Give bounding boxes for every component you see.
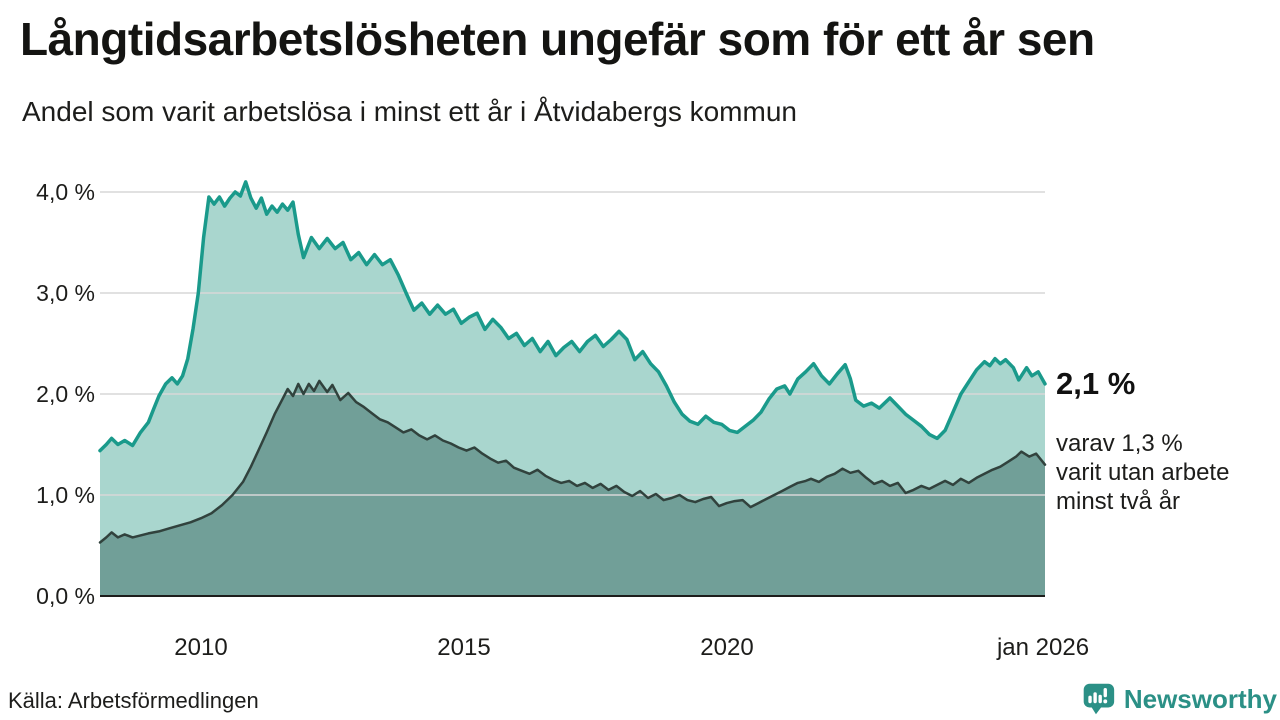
x-axis-tick-label: 2020 — [700, 634, 754, 661]
source-note: Källa: Arbetsförmedlingen — [8, 688, 259, 713]
x-axis-tick-label: 2010 — [174, 634, 228, 661]
x-axis-tick-label: 2015 — [437, 634, 491, 661]
x-axis-tick-label: jan 2026 — [996, 634, 1090, 661]
page-title: Långtidsarbetslösheten ungefär som för e… — [20, 13, 1095, 65]
series-end-label-detail: varav 1,3 % varit utan arbete minst två … — [1056, 429, 1229, 516]
y-axis-tick-label: 3,0 % — [36, 280, 95, 306]
detail-line-2: varit utan arbete — [1056, 459, 1230, 486]
y-axis-tick-label: 1,0 % — [36, 482, 95, 508]
line-unemployed-one-year — [98, 180, 1047, 453]
newsworthy-bubble-chart-icon — [1083, 683, 1115, 715]
page-subtitle: Andel som varit arbetslösa i minst ett å… — [22, 96, 797, 127]
series-end-label-total: 2,1 % — [1056, 366, 1136, 401]
area-unemployed-two-years — [100, 380, 1045, 596]
line-unemployed-two-years — [98, 379, 1047, 544]
newsworthy-logo: Newsworthy — [1082, 678, 1277, 720]
detail-line-1: varav 1,3 % — [1056, 430, 1183, 457]
newsworthy-wordmark: Newsworthy — [1123, 683, 1277, 714]
y-axis-tick-label: 0,0 % — [36, 583, 95, 609]
detail-line-3: minst två år — [1056, 488, 1181, 515]
y-axis-tick-label: 2,0 % — [36, 381, 95, 407]
y-axis-tick-label: 4,0 % — [36, 179, 95, 205]
